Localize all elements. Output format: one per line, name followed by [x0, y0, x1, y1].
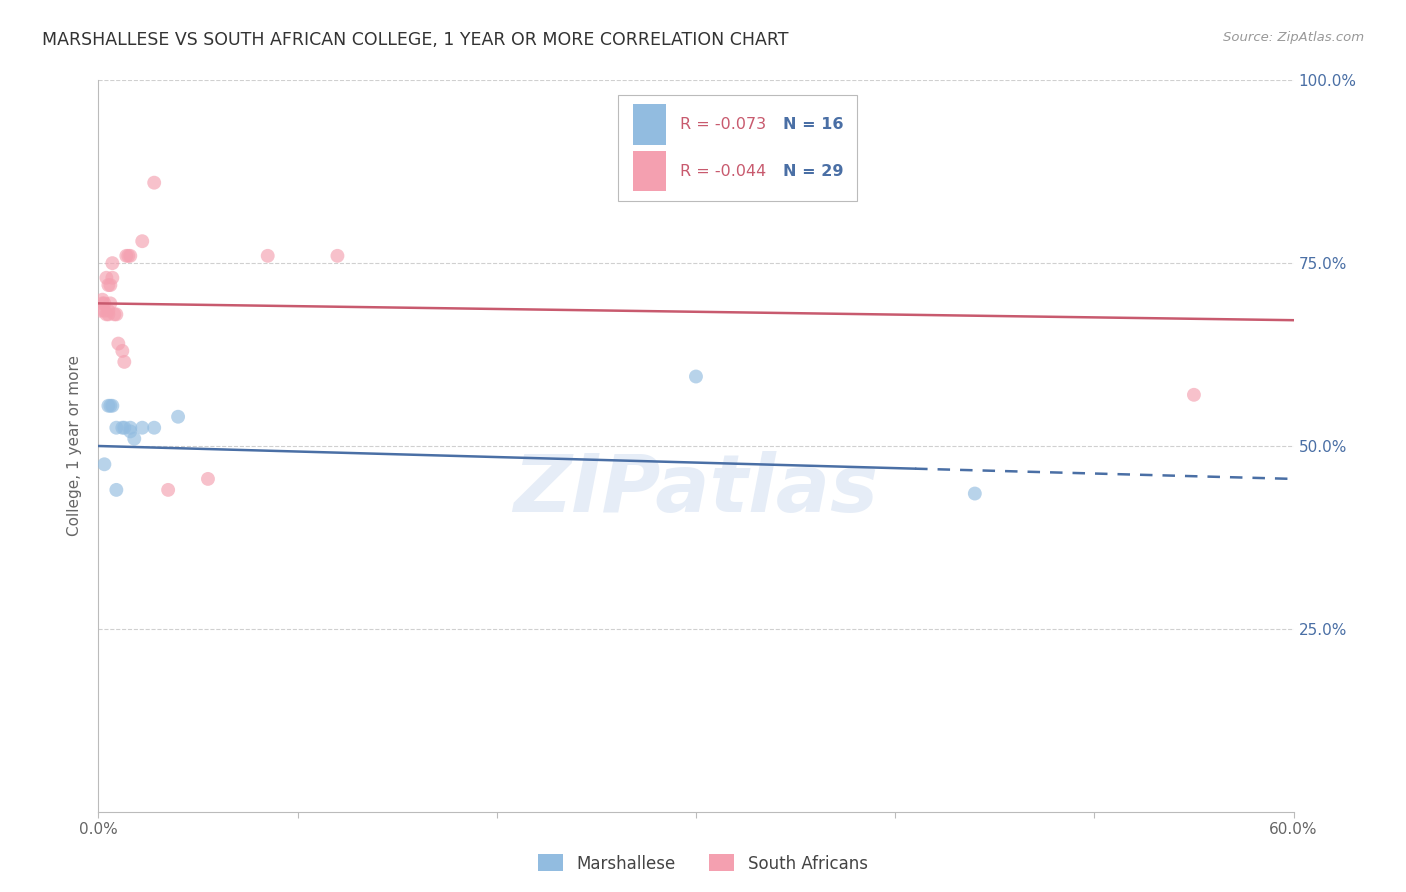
Point	[101, 256, 124, 270]
Legend: Marshallese, South Africans: Marshallese, South Africans	[531, 847, 875, 880]
Point	[105, 421, 128, 435]
Point	[256, 249, 278, 263]
Point	[97, 278, 120, 293]
Point	[117, 249, 139, 263]
Y-axis label: College, 1 year or more: College, 1 year or more	[67, 356, 83, 536]
Point	[101, 399, 124, 413]
Point	[101, 270, 124, 285]
Point	[98, 296, 122, 310]
Bar	[633, 104, 666, 145]
Point	[131, 234, 153, 248]
Point	[143, 176, 166, 190]
Point	[131, 421, 153, 435]
Point	[98, 278, 122, 293]
Text: N = 29: N = 29	[783, 164, 844, 178]
Point	[91, 293, 114, 307]
Point	[98, 399, 122, 413]
Point	[111, 343, 134, 358]
Text: R = -0.044: R = -0.044	[681, 164, 766, 178]
Point	[1182, 388, 1205, 402]
Point	[115, 249, 138, 263]
Point	[103, 307, 125, 321]
Point	[124, 432, 146, 446]
Text: N = 16: N = 16	[783, 117, 844, 132]
Point	[91, 296, 114, 310]
Point	[685, 369, 707, 384]
Point	[97, 399, 120, 413]
Point	[97, 303, 120, 318]
Point	[197, 472, 219, 486]
Point	[111, 421, 134, 435]
Point	[120, 425, 142, 439]
Point	[93, 296, 115, 310]
Point	[143, 421, 166, 435]
Point	[157, 483, 180, 497]
Point	[120, 421, 142, 435]
Point	[107, 336, 129, 351]
Point	[120, 249, 142, 263]
FancyBboxPatch shape	[619, 95, 858, 201]
Point	[89, 303, 111, 318]
Point	[105, 307, 128, 321]
Text: Source: ZipAtlas.com: Source: ZipAtlas.com	[1223, 31, 1364, 45]
Point	[96, 307, 118, 321]
Point	[105, 483, 128, 497]
Point	[96, 270, 118, 285]
Text: R = -0.073: R = -0.073	[681, 117, 766, 132]
Text: MARSHALLESE VS SOUTH AFRICAN COLLEGE, 1 YEAR OR MORE CORRELATION CHART: MARSHALLESE VS SOUTH AFRICAN COLLEGE, 1 …	[42, 31, 789, 49]
Point	[112, 355, 135, 369]
Point	[326, 249, 349, 263]
Point	[93, 457, 115, 471]
Point	[97, 307, 120, 321]
Point	[112, 421, 135, 435]
Bar	[633, 151, 666, 192]
Text: ZIPatlas: ZIPatlas	[513, 450, 879, 529]
Point	[93, 303, 115, 318]
Point	[963, 486, 986, 500]
Point	[167, 409, 190, 424]
